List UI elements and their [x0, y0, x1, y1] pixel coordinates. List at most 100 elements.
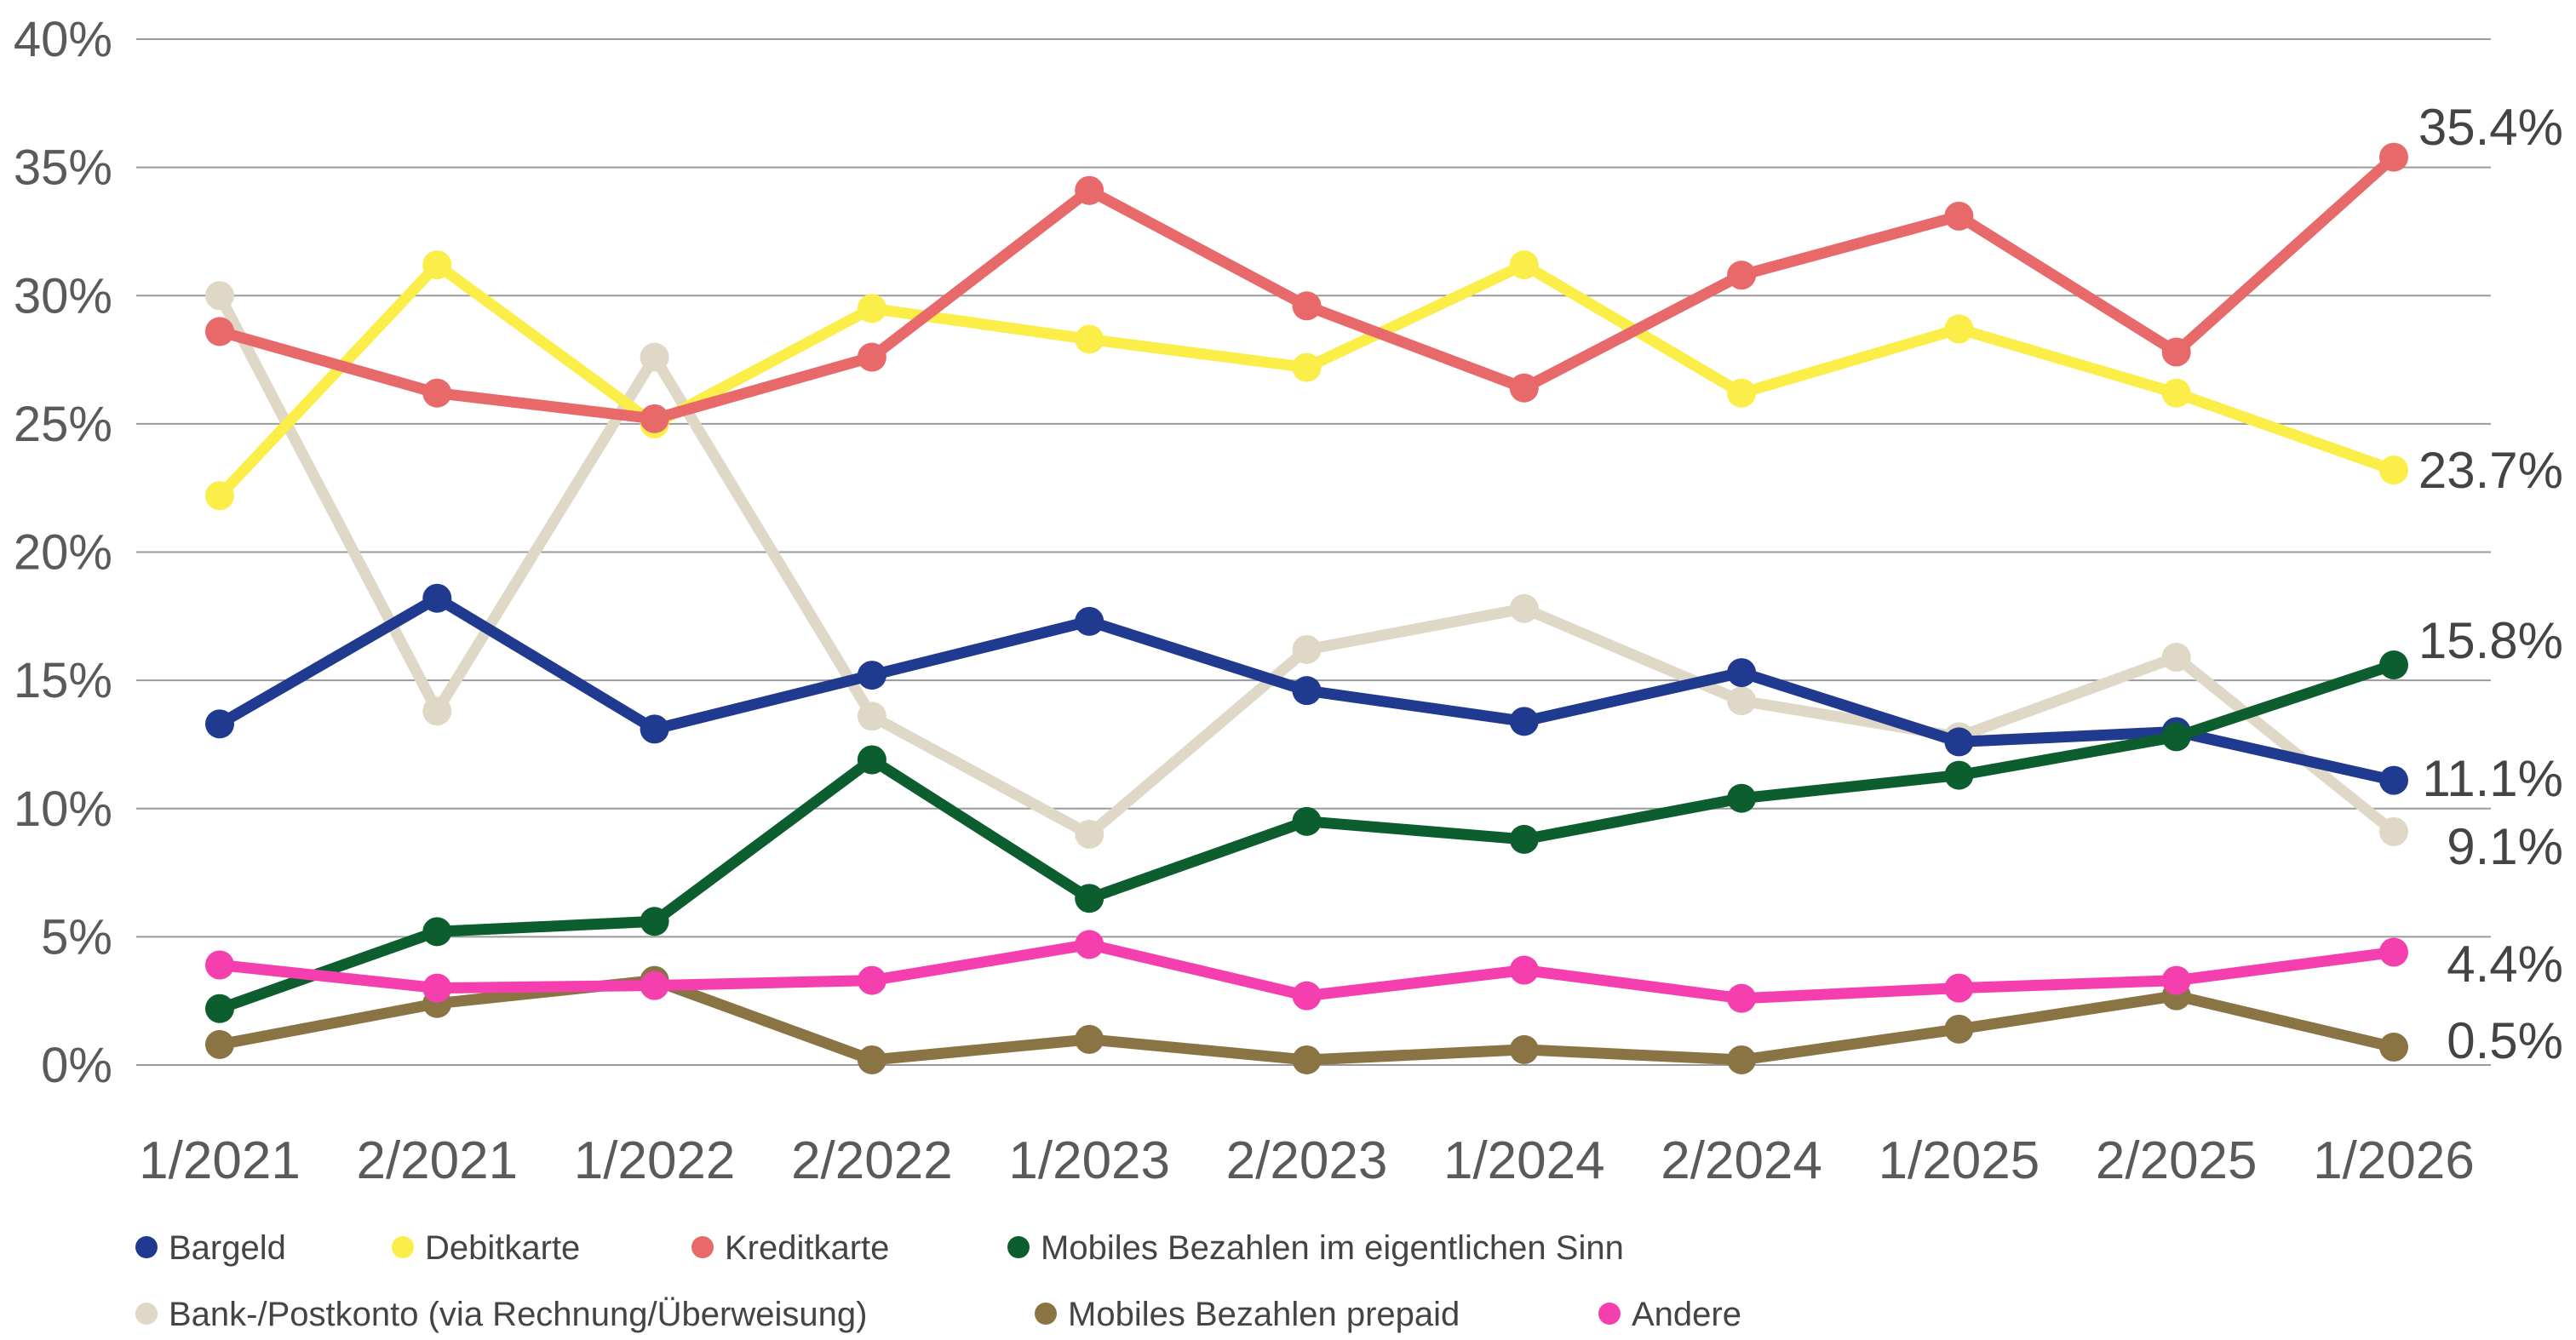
data-point [1509, 593, 1539, 623]
data-point [1075, 175, 1104, 205]
data-point [422, 583, 452, 613]
legend-item: Bargeld [135, 1229, 286, 1267]
legend-label: Mobiles Bezahlen prepaid [1068, 1296, 1460, 1333]
x-tick-label: 2/2023 [1226, 1131, 1388, 1190]
data-point [1944, 1014, 1974, 1044]
x-tick-label: 1/2023 [1008, 1131, 1170, 1190]
data-point [2379, 765, 2408, 795]
data-point [2379, 142, 2408, 172]
grid-layer [136, 38, 2491, 1066]
data-point [1727, 658, 1757, 688]
data-point [1944, 973, 1974, 1003]
data-point [1509, 250, 1539, 280]
data-point [857, 745, 886, 775]
data-point [640, 714, 669, 744]
data-point [1509, 955, 1539, 985]
data-point [205, 281, 234, 311]
data-point [1292, 634, 1322, 664]
x-tick-label: 1/2022 [574, 1131, 736, 1190]
data-point [1292, 981, 1322, 1011]
data-point [857, 701, 886, 731]
data-point [1727, 686, 1757, 716]
legend-item: Mobiles Bezahlen prepaid [1035, 1296, 1460, 1333]
y-tick-label: 20% [14, 525, 112, 581]
data-point [2379, 1032, 2408, 1062]
data-point [640, 342, 669, 372]
x-tick-label: 1/2025 [1879, 1131, 2040, 1190]
x-tick-label: 1/2026 [2313, 1131, 2475, 1190]
legend-label: Bargeld [169, 1229, 286, 1267]
data-point [640, 907, 669, 936]
y-tick-label: 25% [14, 397, 112, 452]
data-point [2161, 722, 2191, 752]
data-point [857, 294, 886, 324]
data-point [205, 1029, 234, 1059]
legend-marker [135, 1236, 158, 1258]
data-point [422, 973, 452, 1003]
data-point [1292, 806, 1322, 836]
legend-marker [392, 1236, 414, 1258]
legend-marker [135, 1303, 158, 1325]
data-point [2379, 455, 2408, 485]
y-tick-label: 0% [41, 1038, 112, 1093]
data-point [857, 1045, 886, 1074]
data-point [1727, 1045, 1757, 1074]
data-point [1075, 884, 1104, 913]
end-value-label: 11.1% [2422, 750, 2563, 807]
series-layer [205, 142, 2408, 1074]
data-point [205, 481, 234, 511]
data-point [422, 378, 452, 408]
x-axis-tick-labels: 1/2021 2/2021 1/2022 2/2022 1/2023 2/2023 1/20… [139, 1131, 2475, 1190]
data-point [1944, 727, 1974, 757]
end-value-label: 0.5% [2447, 1012, 2563, 1069]
y-tick-label: 35% [14, 140, 112, 196]
data-point [640, 971, 669, 1000]
data-point [1292, 676, 1322, 706]
series-line [214, 659, 2400, 1015]
data-point [1944, 760, 1974, 790]
data-point [1075, 819, 1104, 849]
end-value-label: 9.1% [2447, 818, 2563, 875]
series-2 [205, 142, 2408, 433]
end-value-label: 15.8% [2418, 612, 2563, 669]
data-point [1075, 930, 1104, 959]
x-tick-label: 1/2024 [1443, 1131, 1605, 1190]
data-point [2379, 650, 2408, 680]
legend-label: Debitkarte [425, 1229, 580, 1267]
data-point [1509, 373, 1539, 403]
data-point [1292, 291, 1322, 321]
y-tick-label: 15% [14, 653, 112, 708]
legend-item: Debitkarte [392, 1229, 580, 1267]
x-tick-label: 2/2024 [1661, 1131, 1822, 1190]
data-point [1292, 1045, 1322, 1074]
legend-marker [1598, 1303, 1621, 1325]
series-6 [205, 930, 2408, 1013]
x-tick-label: 2/2025 [2096, 1131, 2258, 1190]
data-point [1727, 261, 1757, 290]
legend-item: Kreditkarte [691, 1229, 889, 1267]
data-point [2161, 643, 2191, 673]
data-point [1075, 606, 1104, 636]
data-point [205, 317, 234, 346]
legend-marker [691, 1236, 714, 1258]
data-point [1944, 314, 1974, 344]
legend-label: Kreditkarte [725, 1229, 889, 1267]
x-tick-label: 2/2021 [356, 1131, 518, 1190]
data-point [422, 917, 452, 947]
series-1 [205, 250, 2408, 511]
data-point [2161, 337, 2191, 367]
legend-marker [1035, 1303, 1057, 1325]
y-tick-label: 40% [14, 12, 112, 67]
legend-item: Andere [1598, 1296, 1741, 1333]
y-tick-label: 5% [41, 909, 112, 965]
data-point [1509, 707, 1539, 736]
y-tick-label: 30% [14, 268, 112, 324]
legend-marker [1007, 1236, 1030, 1258]
data-point [205, 994, 234, 1023]
data-point [2379, 816, 2408, 846]
x-tick-label: 1/2021 [139, 1131, 301, 1190]
data-point [857, 661, 886, 690]
data-point [2161, 965, 2191, 995]
data-point [640, 404, 669, 433]
y-axis-tick-labels: 0% 5% 10% 15% 20% 25% 30% 35% 40% [14, 12, 112, 1093]
